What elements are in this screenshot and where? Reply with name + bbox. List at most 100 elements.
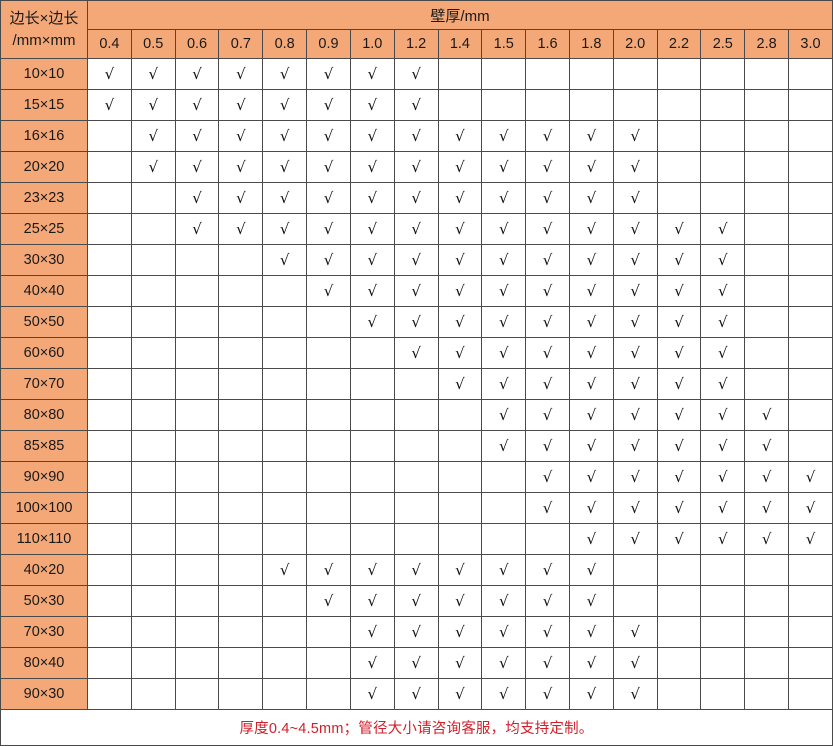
check-cell-empty	[130, 399, 176, 431]
check-cell-available	[481, 399, 527, 431]
check-cell-available	[525, 306, 570, 338]
check-cell-empty	[788, 89, 833, 121]
check-cell-available	[656, 430, 702, 462]
check-cell-available	[744, 523, 789, 555]
check-cell-available	[525, 616, 570, 648]
check-cell-empty	[218, 461, 264, 493]
thickness-header-1.0: 1.0	[349, 29, 395, 59]
check-cell-empty	[437, 461, 483, 493]
check-cell-empty	[700, 647, 746, 679]
check-cell-empty	[744, 337, 789, 369]
check-cell-available	[525, 492, 570, 524]
check-cell-available	[656, 275, 702, 307]
check-cell-available	[700, 368, 746, 400]
check-cell-empty	[174, 492, 220, 524]
check-cell-available	[744, 430, 789, 462]
check-cell-available	[700, 492, 746, 524]
check-cell-empty	[700, 678, 746, 710]
check-cell-available	[568, 337, 614, 369]
check-cell-empty	[744, 647, 789, 679]
check-cell-available	[306, 554, 351, 586]
check-cell-available	[306, 151, 351, 183]
table-row: 100×100	[0, 492, 833, 524]
check-cell-available	[218, 182, 264, 214]
check-cell-empty	[262, 616, 308, 648]
row-label-100×100: 100×100	[0, 492, 88, 524]
check-cell-available	[612, 647, 658, 679]
check-cell-empty	[700, 89, 746, 121]
check-cell-available	[349, 554, 395, 586]
check-cell-empty	[306, 647, 351, 679]
check-cell-available	[393, 182, 439, 214]
corner-header-cell: 边长×边长 /mm×mm	[0, 0, 88, 59]
check-cell-empty	[130, 368, 176, 400]
check-cell-empty	[437, 430, 483, 462]
check-cell-empty	[218, 678, 264, 710]
check-cell-empty	[349, 523, 395, 555]
check-cell-available	[306, 58, 351, 90]
check-cell-empty	[130, 523, 176, 555]
check-cell-empty	[744, 244, 789, 276]
check-cell-empty	[349, 337, 395, 369]
row-label-30×30: 30×30	[0, 244, 88, 276]
check-cell-empty	[262, 647, 308, 679]
check-cell-empty	[744, 368, 789, 400]
thickness-header-2.5: 2.5	[700, 29, 746, 59]
check-cell-empty	[87, 213, 132, 245]
check-cell-empty	[130, 585, 176, 617]
check-cell-empty	[306, 430, 351, 462]
check-cell-available	[437, 647, 483, 679]
row-label-10×10: 10×10	[0, 58, 88, 90]
check-cell-empty	[174, 461, 220, 493]
check-cell-available	[612, 337, 658, 369]
table-row: 80×40	[0, 647, 833, 679]
check-cell-empty	[130, 337, 176, 369]
check-cell-empty	[130, 554, 176, 586]
check-cell-empty	[130, 244, 176, 276]
check-cell-empty	[174, 554, 220, 586]
check-cell-available	[130, 120, 176, 152]
check-cell-empty	[744, 616, 789, 648]
check-cell-empty	[174, 616, 220, 648]
thickness-header-1.4: 1.4	[437, 29, 483, 59]
check-cell-available	[525, 244, 570, 276]
check-cell-available	[437, 275, 483, 307]
check-cell-available	[349, 89, 395, 121]
check-cell-available	[393, 678, 439, 710]
row-label-90×30: 90×30	[0, 678, 88, 710]
check-cell-available	[349, 678, 395, 710]
check-cell-available	[481, 585, 527, 617]
check-cell-empty	[744, 120, 789, 152]
check-cell-available	[481, 275, 527, 307]
check-cell-empty	[174, 399, 220, 431]
check-cell-available	[349, 647, 395, 679]
check-cell-empty	[700, 151, 746, 183]
check-cell-empty	[130, 616, 176, 648]
check-cell-empty	[306, 399, 351, 431]
check-cell-empty	[218, 492, 264, 524]
check-cell-empty	[481, 58, 527, 90]
table-row: 23×23	[0, 182, 833, 214]
check-cell-available	[525, 213, 570, 245]
footer-note: 厚度0.4~4.5mm；管径大小请咨询客服，均支持定制。	[0, 709, 833, 746]
check-cell-empty	[174, 306, 220, 338]
check-cell-available	[393, 337, 439, 369]
check-cell-empty	[218, 430, 264, 462]
check-cell-empty	[349, 430, 395, 462]
check-cell-available	[262, 89, 308, 121]
table-row: 40×40	[0, 275, 833, 307]
check-cell-empty	[788, 430, 833, 462]
check-cell-empty	[437, 523, 483, 555]
check-cell-available	[393, 306, 439, 338]
check-cell-available	[612, 275, 658, 307]
check-cell-empty	[788, 368, 833, 400]
check-cell-available	[437, 616, 483, 648]
check-cell-available	[481, 430, 527, 462]
table-row: 50×30	[0, 585, 833, 617]
check-cell-available	[612, 678, 658, 710]
check-cell-empty	[656, 647, 702, 679]
check-cell-available	[612, 461, 658, 493]
check-cell-empty	[744, 306, 789, 338]
thickness-header-1.5: 1.5	[481, 29, 527, 59]
